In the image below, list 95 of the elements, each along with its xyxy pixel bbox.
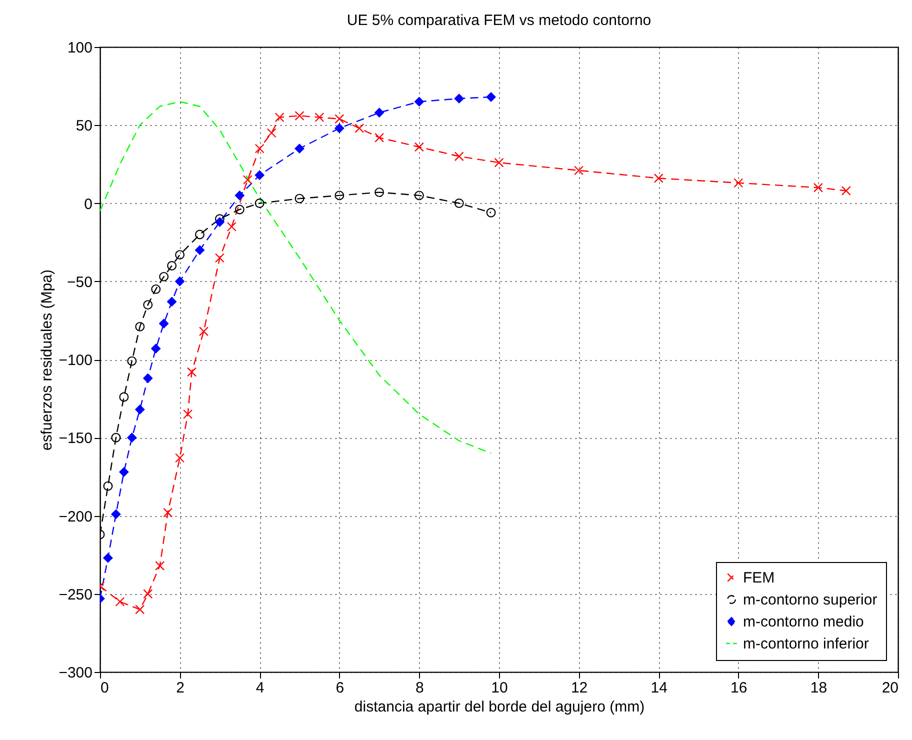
y-tick-label: −50 <box>67 274 92 291</box>
point <box>226 222 236 232</box>
x-tick-label: 10 <box>491 680 508 696</box>
point <box>127 432 137 442</box>
point <box>143 374 153 383</box>
point <box>234 190 244 200</box>
y-axis-title: esfuerzos residuales (Mpa) <box>38 270 56 450</box>
point <box>151 284 161 294</box>
point <box>414 190 424 200</box>
point <box>486 92 496 102</box>
point <box>187 367 197 377</box>
point <box>115 596 125 606</box>
point <box>334 190 344 200</box>
point <box>103 481 113 491</box>
legend-label: m-contorno inferior <box>743 636 869 652</box>
point <box>841 186 851 196</box>
point <box>103 553 113 563</box>
y-tick-label: 50 <box>76 118 92 135</box>
point <box>266 128 276 138</box>
point <box>454 94 464 104</box>
point <box>294 111 304 120</box>
x-tick-label: 6 <box>336 680 344 696</box>
point <box>167 261 177 270</box>
point <box>813 182 823 192</box>
point <box>135 604 145 614</box>
point <box>414 142 424 152</box>
legend-label: m-contorno medio <box>743 614 864 630</box>
point <box>183 409 193 419</box>
point <box>334 124 344 133</box>
y-tick-label: −200 <box>58 508 92 526</box>
point <box>175 250 185 260</box>
x-tick-label: 2 <box>176 680 184 696</box>
point <box>214 253 224 263</box>
point <box>159 272 169 282</box>
point <box>254 144 264 154</box>
x-tick-label: 16 <box>730 680 748 696</box>
point <box>654 174 664 183</box>
point <box>135 404 145 414</box>
y-tick-label: −150 <box>58 430 92 448</box>
point <box>234 204 244 214</box>
point <box>119 392 129 402</box>
point <box>135 322 145 332</box>
point <box>195 245 204 255</box>
point <box>111 432 121 442</box>
x-tick-label: 12 <box>570 680 588 696</box>
y-tick-label: −300 <box>58 664 92 682</box>
point <box>143 300 153 310</box>
point <box>294 144 304 154</box>
point <box>151 344 161 354</box>
chart-title: UE 5% comparativa FEM vs metodo contorno <box>346 12 652 29</box>
point <box>454 152 464 162</box>
x-tick-label: 18 <box>810 680 828 696</box>
point <box>195 230 204 240</box>
point <box>119 467 129 477</box>
x-tick-label: 0 <box>100 680 109 696</box>
point <box>334 114 344 124</box>
point <box>175 453 185 463</box>
point <box>574 166 584 176</box>
x-tick-label: 20 <box>882 680 898 696</box>
y-tick-label: −250 <box>58 586 92 604</box>
y-tick-label: −100 <box>58 352 92 369</box>
point <box>127 356 137 366</box>
point <box>374 132 384 142</box>
legend-label: FEM <box>743 570 775 586</box>
x-tick-label: 4 <box>256 680 264 696</box>
point <box>354 124 364 133</box>
point <box>454 198 464 208</box>
point <box>143 589 153 599</box>
point <box>414 96 424 106</box>
point <box>374 188 384 198</box>
point <box>155 561 165 570</box>
point <box>167 296 177 306</box>
legend-label: m-contorno superior <box>743 592 878 608</box>
point <box>242 175 252 185</box>
point <box>254 170 264 180</box>
point <box>374 108 384 118</box>
line-series <box>100 101 492 454</box>
y-tick-label: 0 <box>84 196 92 213</box>
point <box>199 326 208 336</box>
x-tick-label: 8 <box>416 680 424 696</box>
point <box>163 508 173 518</box>
point <box>494 158 504 168</box>
point <box>274 112 284 122</box>
point <box>734 178 744 188</box>
x-axis-title: distancia apartir del borde del agujero (mm) <box>354 698 645 716</box>
point <box>159 318 169 328</box>
point <box>214 217 224 227</box>
x-tick-label: 14 <box>650 680 668 696</box>
point <box>254 198 264 208</box>
y-tick-label: 100 <box>67 40 92 56</box>
point <box>486 208 496 218</box>
point <box>111 509 121 519</box>
point <box>175 276 185 286</box>
point <box>294 194 304 204</box>
point <box>314 112 324 122</box>
